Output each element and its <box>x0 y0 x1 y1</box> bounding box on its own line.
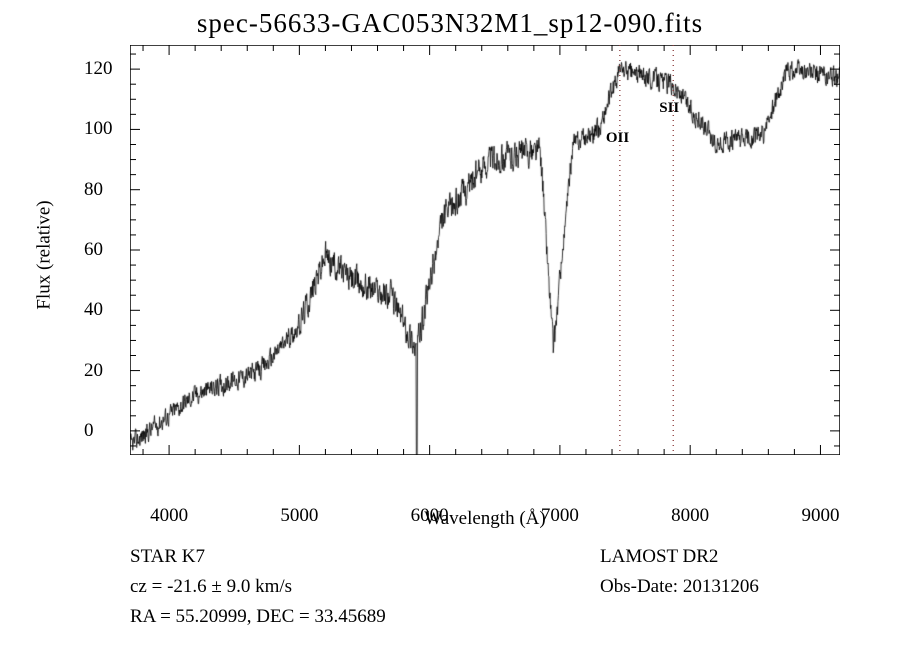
line-label-sii: SII <box>659 100 679 117</box>
line-label-oii: OII <box>606 130 629 147</box>
emission-line-markers <box>130 45 840 455</box>
redshift-label: cz = -21.6 ± 9.0 km/s <box>130 572 386 602</box>
coordinates-label: RA = 55.20999, DEC = 33.45689 <box>130 602 386 632</box>
y-tick-label-60: 60 <box>84 239 103 261</box>
y-tick-label-100: 100 <box>84 118 113 140</box>
info-block-left: STAR K7 cz = -21.6 ± 9.0 km/s RA = 55.20… <box>130 542 386 632</box>
y-tick-label-80: 80 <box>84 179 103 201</box>
y-tick-label-0: 0 <box>84 420 94 442</box>
y-tick-label-20: 20 <box>84 360 103 382</box>
x-axis-label: Wavelength (Å) <box>130 508 840 530</box>
spectrum-viewer: spec-56633-GAC053N32M1_sp12-090.fits 0 20… <box>0 0 900 650</box>
y-tick-label-40: 40 <box>84 299 103 321</box>
info-block-right: LAMOST DR2 Obs-Date: 20131206 <box>600 542 759 602</box>
y-tick-label-120: 120 <box>84 58 113 80</box>
plot-area: 0 20 40 60 80 100 120 4000 5000 6000 7000 8000 9000… <box>130 45 840 455</box>
obsdate-label: Obs-Date: 20131206 <box>600 572 759 602</box>
y-axis-label: Flux (relative) <box>30 130 60 380</box>
star-type-label: STAR K7 <box>130 542 386 572</box>
plot-title: spec-56633-GAC053N32M1_sp12-090.fits <box>0 8 900 39</box>
survey-label: LAMOST DR2 <box>600 542 759 572</box>
